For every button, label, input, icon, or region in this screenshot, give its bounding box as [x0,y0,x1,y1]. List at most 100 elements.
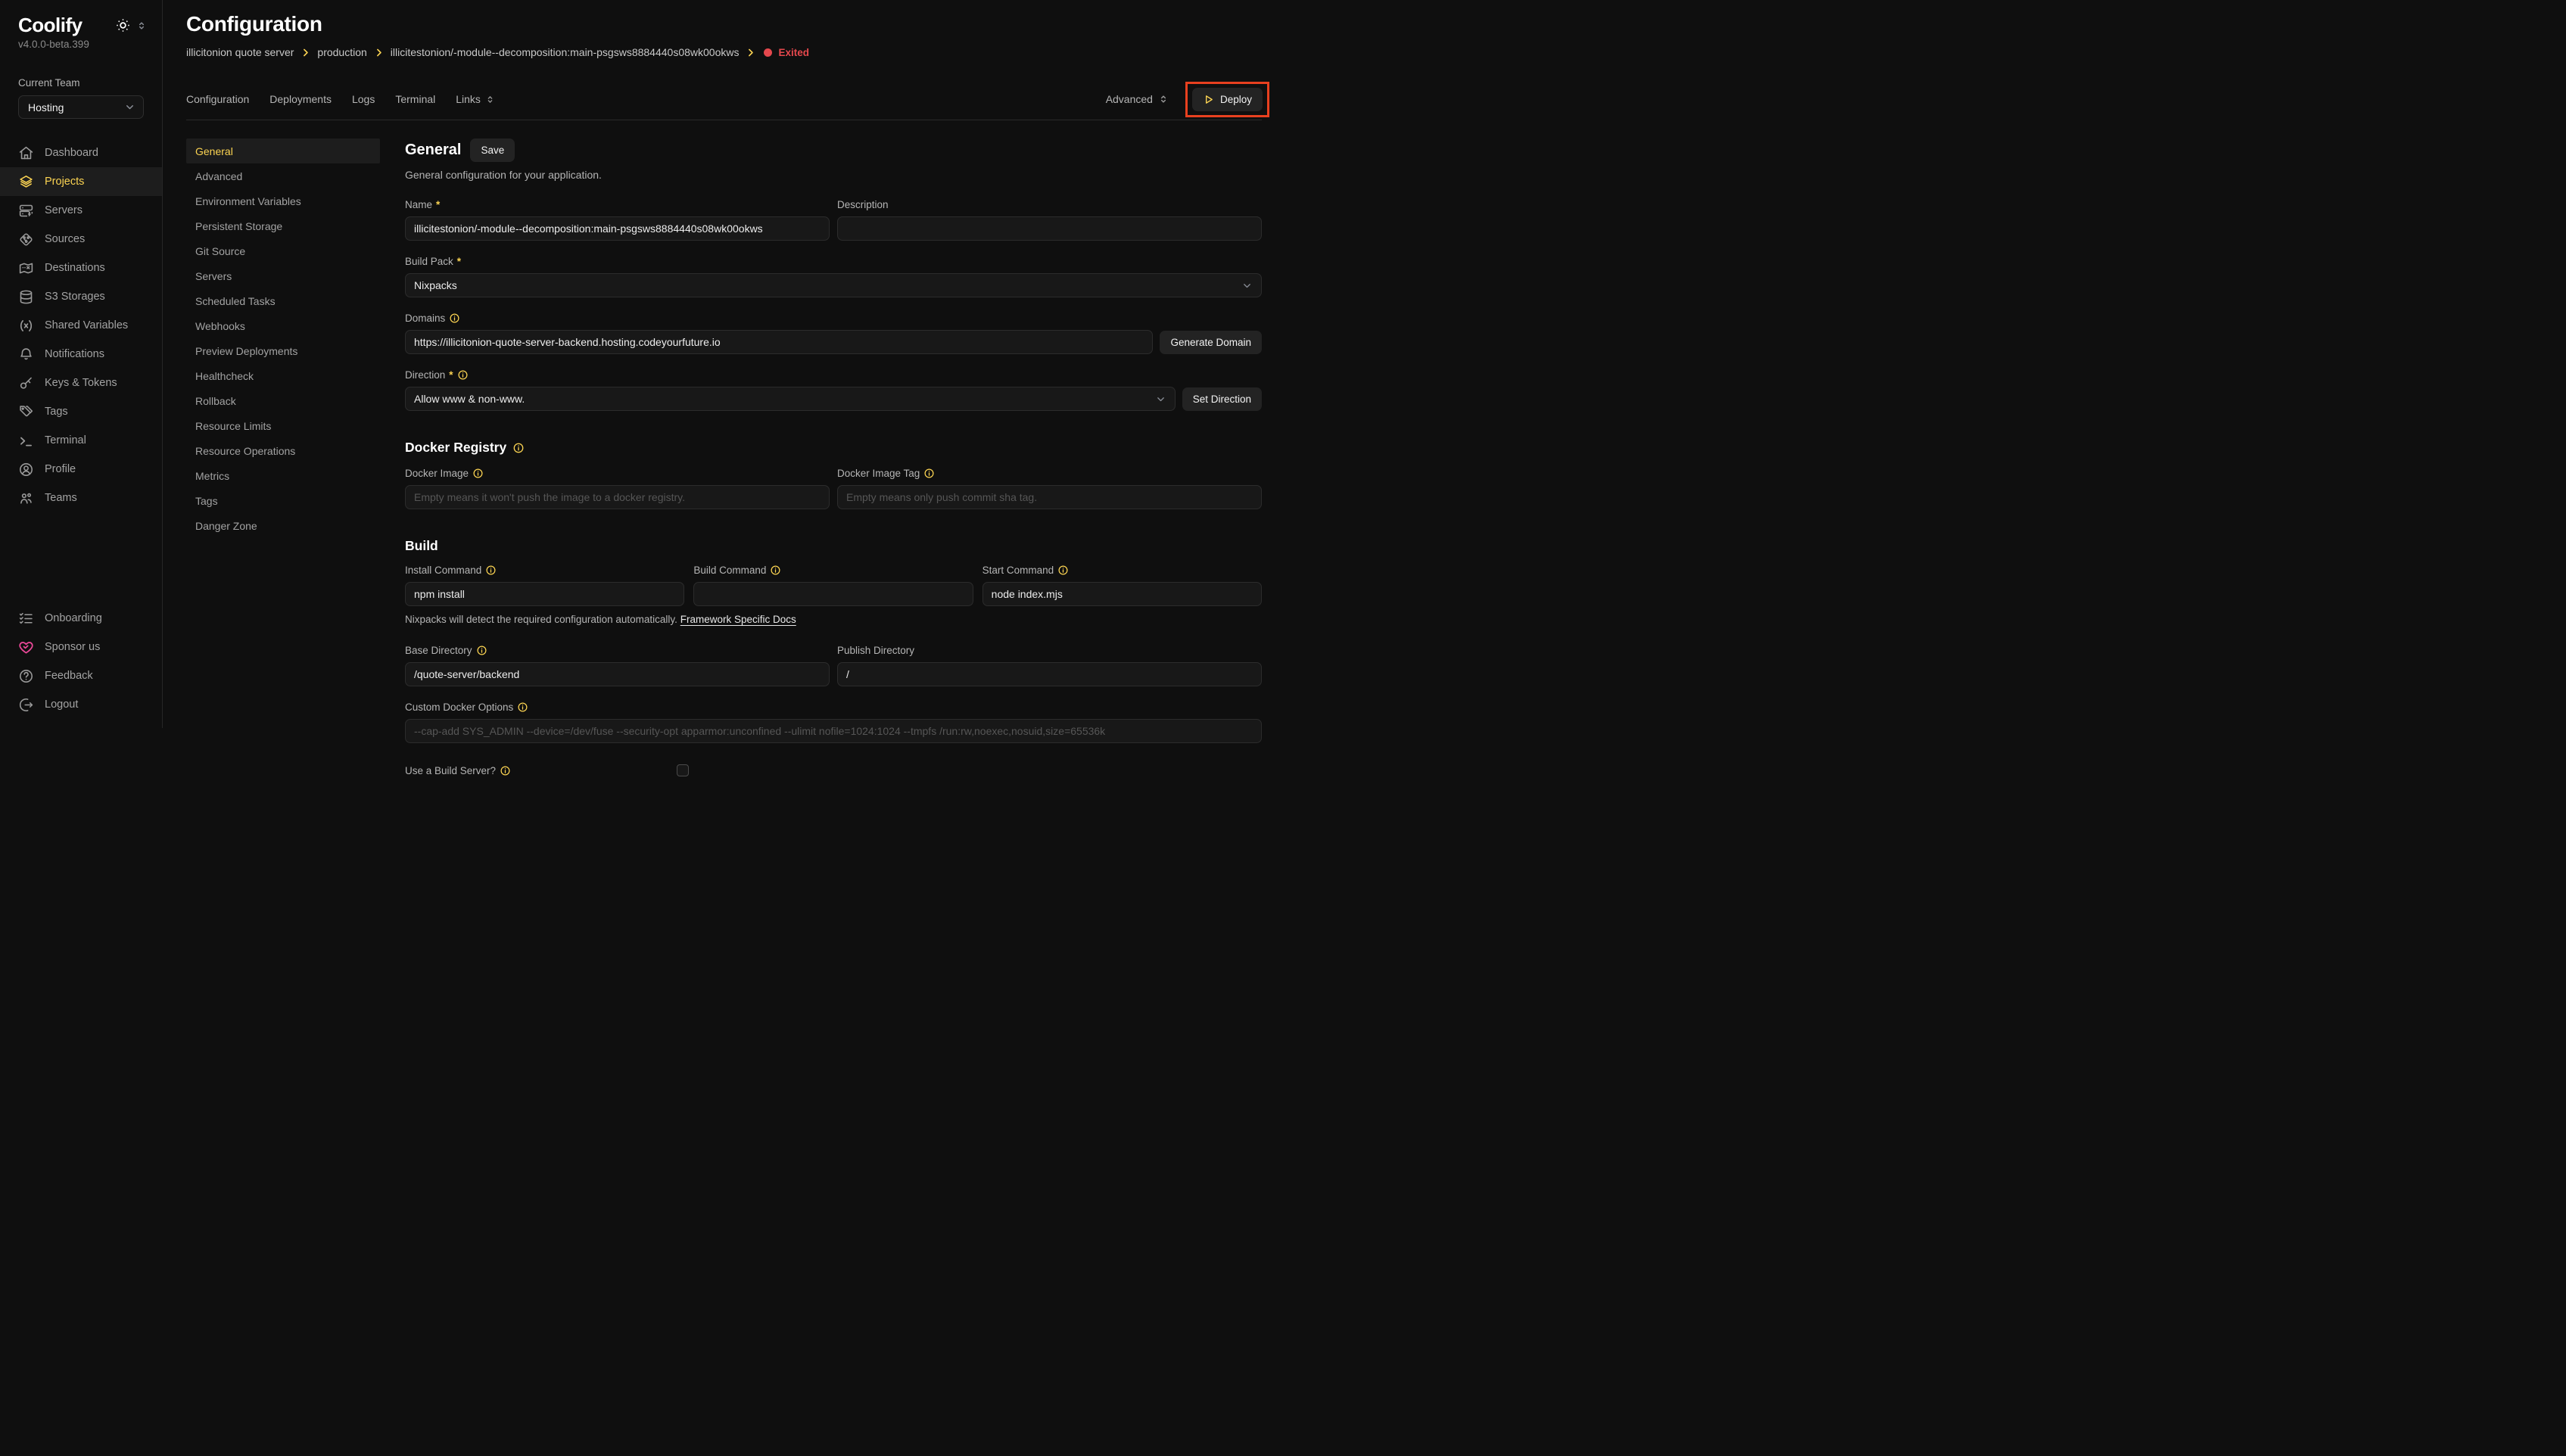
name-field-group: Name * [405,199,830,241]
subnav-item-resource-limits[interactable]: Resource Limits [195,419,272,432]
subnav-item-persistent-storage[interactable]: Persistent Storage [195,219,283,232]
set-direction-button[interactable]: Set Direction [1182,387,1262,411]
build-section-title: Build [405,538,438,553]
sidebar-item-feedback[interactable]: Feedback [0,661,162,690]
sidebar-item-s3-storages[interactable]: S3 Storages [0,282,162,311]
sidebar-nav: Dashboard Projects Servers Sources Desti… [0,138,162,512]
info-icon[interactable] [449,313,460,324]
key-icon [18,375,34,391]
subnav-item-environment-variables[interactable]: Environment Variables [195,194,301,207]
breadcrumb-chevron-icon [374,48,384,58]
generate-domain-button[interactable]: Generate Domain [1160,330,1262,354]
sidebar-item-sources[interactable]: Sources [0,225,162,254]
page-title: Configuration [186,12,322,36]
info-icon[interactable] [517,702,528,713]
breadcrumb-application[interactable]: illicitestonion/-module--decomposition:m… [390,46,740,58]
install-command-input[interactable] [405,582,685,606]
build-command-input[interactable] [693,582,973,606]
info-icon[interactable] [472,468,484,479]
tab-configuration[interactable]: Configuration [186,93,250,105]
subnav-item-scheduled-tasks[interactable]: Scheduled Tasks [195,294,276,307]
base-directory-input[interactable] [405,662,830,686]
sidebar-item-tags[interactable]: Tags [0,397,162,426]
database-icon [18,289,34,305]
logout-icon [18,697,34,713]
tabbar: Configuration Deployments Logs Terminal … [186,81,1269,117]
subnav-item-git-source[interactable]: Git Source [195,244,246,257]
deploy-button[interactable]: Deploy [1191,87,1263,111]
subnav-item-danger-zone[interactable]: Danger Zone [195,519,257,532]
breadcrumb-project[interactable]: illicitonion quote server [186,46,294,58]
docker-image-tag-input[interactable] [837,485,1262,509]
subnav-item-webhooks[interactable]: Webhooks [195,319,245,332]
info-icon[interactable] [770,565,781,576]
advanced-menu[interactable]: Advanced [1106,93,1169,105]
build-pack-value: Nixpacks [414,279,457,291]
domains-input[interactable] [405,330,1154,354]
framework-docs-link[interactable]: Framework Specific Docs [680,614,796,625]
app-logo[interactable]: Coolify [18,14,83,36]
coolify-app: Coolify v4.0.0-beta.399 Current Team Hos… [0,0,1283,776]
subnav-item-metrics[interactable]: Metrics [195,469,230,482]
subnav-item-servers[interactable]: Servers [195,269,232,282]
publish-directory-input[interactable] [837,662,1262,686]
info-icon[interactable] [476,645,487,656]
tab-deployments[interactable]: Deployments [269,93,332,105]
tab-terminal[interactable]: Terminal [395,93,436,105]
build-command-label: Build Command [693,565,767,576]
tab-links[interactable]: Links [456,93,495,105]
sidebar-item-dashboard[interactable]: Dashboard [0,138,162,167]
sidebar-item-shared-variables[interactable]: Shared Variables [0,311,162,340]
custom-docker-options-field-group: Custom Docker Options [405,702,1262,743]
custom-docker-options-label: Custom Docker Options [405,702,514,713]
save-button[interactable]: Save [470,138,515,162]
theme-toggle-sun-icon[interactable] [116,18,130,33]
current-team-label: Current Team [18,77,80,89]
sidebar-item-sponsor-us[interactable]: Sponsor us [0,633,162,661]
sidebar-item-keys-tokens[interactable]: Keys & Tokens [0,369,162,397]
sidebar-spacer [0,512,162,604]
teams-icon [18,490,34,506]
sidebar-item-destinations[interactable]: Destinations [0,254,162,282]
sidebar-item-teams[interactable]: Teams [0,484,162,512]
subnav-item-rollback[interactable]: Rollback [195,394,236,407]
sidebar-item-profile[interactable]: Profile [0,455,162,484]
subnav-item-resource-operations[interactable]: Resource Operations [195,444,296,457]
subnav-item-general[interactable]: General [186,138,380,163]
breadcrumb-chevron-icon [746,48,755,58]
name-label: Name [405,199,433,210]
info-icon[interactable] [923,468,935,479]
team-select[interactable]: Hosting [18,95,144,119]
theme-selector-chevrons-icon[interactable] [136,20,147,31]
direction-value: Allow www & non-www. [414,393,525,405]
subnav-item-tags[interactable]: Tags [195,494,218,507]
direction-select[interactable]: Allow www & non-www. [405,387,1176,411]
sidebar-item-terminal[interactable]: Terminal [0,426,162,455]
use-build-server-checkbox[interactable] [677,764,689,776]
heart-hands-icon [18,639,34,655]
build-pack-select[interactable]: Nixpacks [405,273,1262,297]
home-icon [18,145,34,161]
docker-image-input[interactable] [405,485,830,509]
subnav-item-healthcheck[interactable]: Healthcheck [195,369,254,382]
sidebar-item-servers[interactable]: Servers [0,196,162,225]
info-icon[interactable] [457,369,469,381]
subnav-item-preview-deployments[interactable]: Preview Deployments [195,344,298,357]
start-command-input[interactable] [982,582,1262,606]
sidebar-item-notifications[interactable]: Notifications [0,340,162,369]
name-input[interactable] [405,216,830,241]
breadcrumb-environment[interactable]: production [317,46,367,58]
description-input[interactable] [837,216,1262,241]
tab-logs[interactable]: Logs [351,93,375,105]
docker-image-label: Docker Image [405,468,469,479]
sidebar-item-projects[interactable]: Projects [0,167,162,196]
info-icon[interactable] [512,442,525,454]
custom-docker-options-input[interactable] [405,719,1262,743]
domains-field-group: Domains Generate Domain [405,313,1262,354]
info-icon[interactable] [500,765,511,776]
sidebar-item-onboarding[interactable]: Onboarding [0,604,162,633]
subnav-item-advanced[interactable]: Advanced [195,170,243,182]
info-icon[interactable] [485,565,497,576]
info-icon[interactable] [1057,565,1069,576]
sidebar-item-logout[interactable]: Logout [0,690,162,719]
